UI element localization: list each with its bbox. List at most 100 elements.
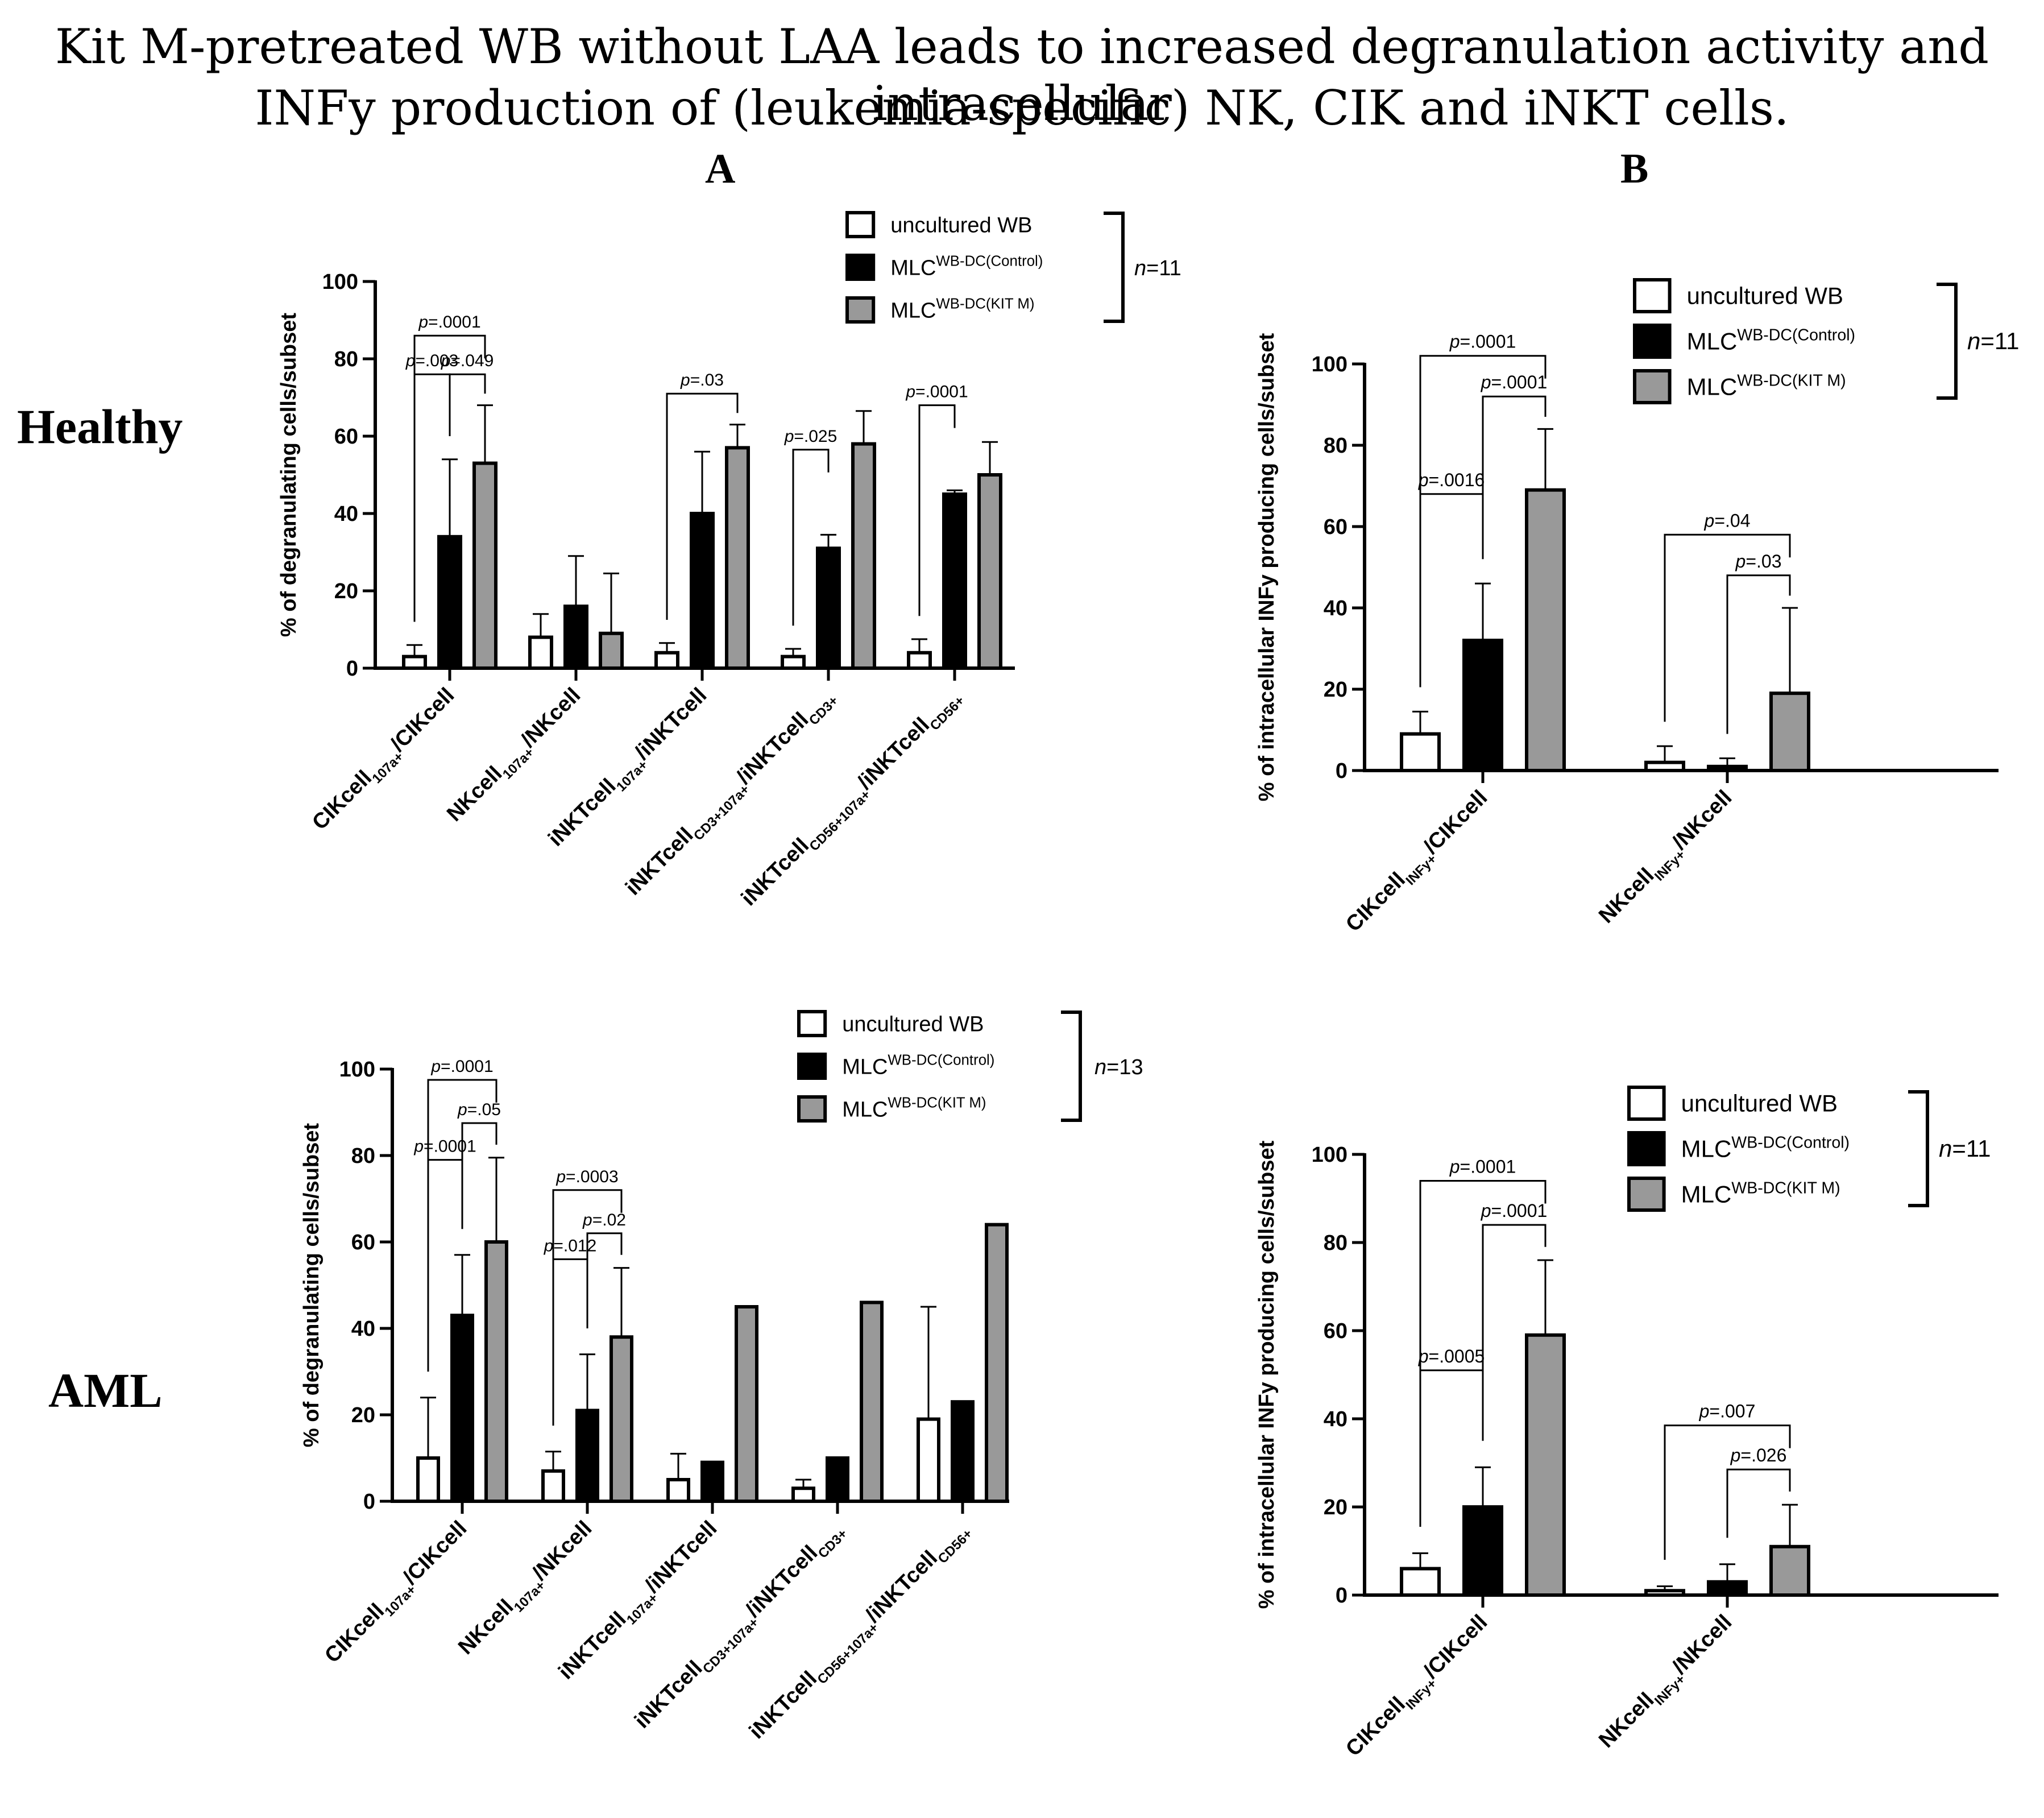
p-symbol: p [1730,1445,1741,1465]
y-tick-label: 60 [334,425,358,449]
legend-sup: WB-DC(KIT M) [1731,1179,1840,1198]
bar-kitm [599,631,624,670]
p-value-label: p=.0001 [905,383,968,401]
bar-uncultured [917,1417,940,1504]
legend-label: MLCWB-DC(Control) [842,1052,994,1079]
legend-swatch-uncultured [1633,278,1672,313]
bar-kitm [1769,1544,1810,1597]
p-symbol: p [413,1137,424,1156]
legend-n-label: n=11 [1939,1135,1991,1162]
legend-name: uncultured WB [842,1012,984,1036]
p-value-label: p=.0001 [1449,332,1516,352]
bar-control [575,1409,599,1503]
significance-bracket [1726,1468,1791,1538]
p-symbol: p [680,371,690,390]
p-symbol: p [905,383,915,401]
legend-swatch-kitm [845,296,876,324]
p-value: =.03 [690,371,724,390]
bar-kitm [484,1240,508,1503]
legend-label: uncultured WB [890,213,1032,237]
y-tick-label: 80 [351,1144,375,1168]
significance-bracket [1419,1180,1547,1527]
bar-kitm [1525,488,1566,773]
n-value: =11 [1980,328,2019,354]
p-value-label: p=.0001 [430,1057,493,1076]
legend-swatch-kitm [1627,1177,1666,1212]
legend: uncultured WBMLCWB-DC(Control)MLCWB-DC(K… [1627,1086,1991,1212]
p-symbol: p [784,427,794,446]
p-symbol: p [544,1236,554,1255]
p-symbol: p [430,1057,441,1076]
legend-bracket [1104,212,1125,323]
y-tick-label: 80 [1324,434,1348,458]
bar-uncultured [907,651,932,670]
bar-uncultured [666,1478,690,1503]
legend-label: MLCWB-DC(Control) [1681,1134,1850,1162]
y-axis-label: % of intracellular INFy producing cells/… [1255,1140,1279,1609]
bar-uncultured [654,651,679,670]
p-symbol: p [1481,372,1491,392]
n-symbol: n [1939,1135,1952,1162]
bar-uncultured [402,655,427,670]
y-tick-label: 0 [363,1490,375,1514]
legend-sup: WB-DC(Control) [1737,326,1855,345]
p-symbol: p [1699,1401,1710,1422]
legend-label: MLCWB-DC(KIT M) [842,1095,986,1121]
significance-bracket [1482,1224,1547,1441]
bar-kitm [851,442,876,670]
category-mid: /CIKcell [1419,1610,1492,1683]
p-value: =.0001 [428,313,481,332]
p-symbol: p [457,1100,467,1119]
p-value: =.0016 [1429,470,1485,490]
legend-swatch-kitm [1633,369,1672,404]
bar-uncultured [541,1469,565,1504]
legend-label: MLCWB-DC(KIT M) [1681,1179,1840,1208]
p-symbol: p [1449,332,1460,352]
y-tick-label: 80 [1324,1231,1348,1255]
p-value-label: p=.0016 [1418,470,1485,490]
p-value-label: p=.026 [1730,1445,1787,1465]
bar-control [1462,639,1503,772]
y-tick-label: 100 [322,270,358,294]
n-value: =11 [1952,1135,1991,1162]
p-symbol: p [1704,510,1715,531]
p-value: =.012 [553,1236,596,1255]
category-main: CIKcell [1341,1692,1410,1761]
significance-bracket [792,449,830,626]
legend-swatch-uncultured [1627,1086,1666,1121]
legend-label: MLCWB-DC(KIT M) [890,296,1034,322]
p-symbol: p [1449,1157,1460,1177]
legend-name: MLC [1687,328,1738,355]
y-tick-label: 0 [1336,1584,1348,1608]
p-value: =.04 [1714,510,1750,531]
bar-control [1707,1580,1748,1597]
significance-bracket [1482,395,1547,560]
legend-n-label: n=11 [1134,256,1181,280]
bar-uncultured [528,635,553,670]
y-tick-label: 0 [1336,759,1348,783]
legend-swatch-control [1627,1131,1666,1166]
legend-label: MLCWB-DC(Control) [1687,326,1855,355]
legend-name: MLC [890,299,936,322]
bar-kitm [860,1301,884,1503]
significance-bracket [461,1122,497,1229]
legend-name: uncultured WB [890,213,1032,237]
p-value: =.0001 [915,383,968,401]
legend-name: MLC [890,256,936,280]
significance-bracket [1664,533,1791,722]
p-value: =.049 [450,351,494,370]
bar-uncultured [1400,1567,1441,1597]
p-value-label: p=.05 [457,1100,501,1119]
bar-kitm [610,1335,633,1503]
p-value: =.0001 [441,1057,494,1076]
p-value: =.03 [1746,551,1781,572]
p-value-label: p=.02 [582,1211,626,1229]
legend-name: MLC [842,1098,888,1121]
legend-sup: WB-DC(Control) [936,253,1043,269]
significance-bracket [666,392,739,620]
p-value-label: p=.0001 [418,313,480,332]
bar-kitm [472,461,497,670]
bar-uncultured [791,1486,815,1503]
bar-control [690,512,715,670]
